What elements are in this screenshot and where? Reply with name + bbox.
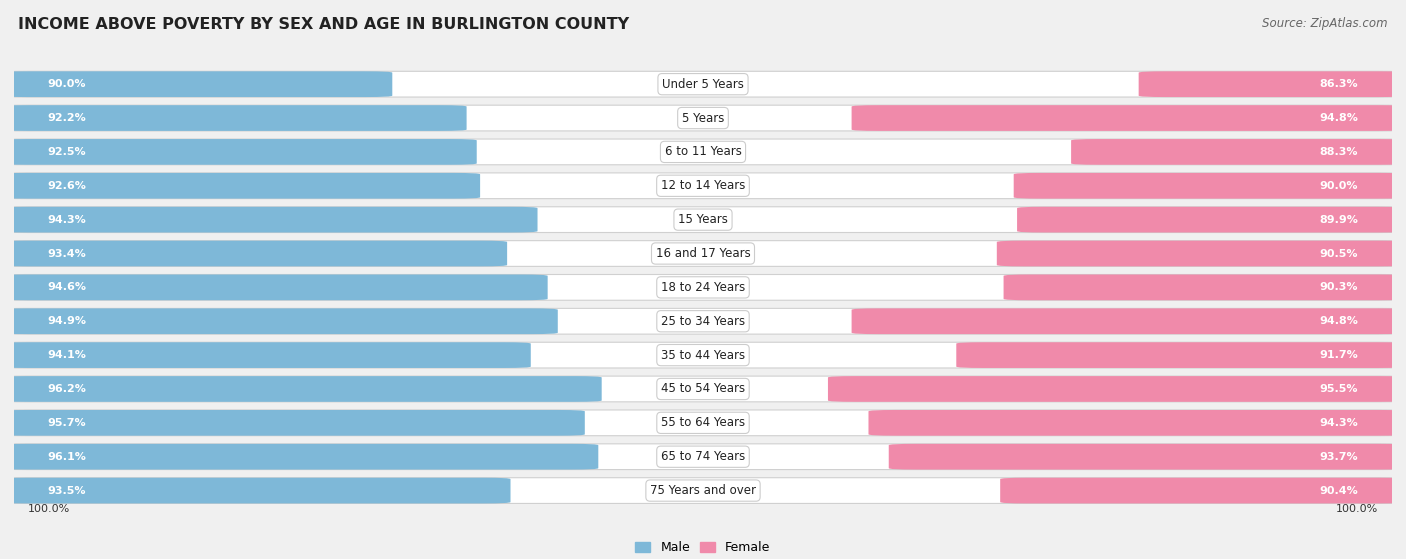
FancyBboxPatch shape <box>997 240 1406 267</box>
FancyBboxPatch shape <box>0 139 477 165</box>
FancyBboxPatch shape <box>869 410 1406 435</box>
FancyBboxPatch shape <box>0 444 1406 470</box>
Text: 92.6%: 92.6% <box>48 181 87 191</box>
FancyBboxPatch shape <box>0 478 1406 504</box>
FancyBboxPatch shape <box>0 342 1406 368</box>
FancyBboxPatch shape <box>0 240 508 267</box>
FancyBboxPatch shape <box>852 105 1406 131</box>
Text: 12 to 14 Years: 12 to 14 Years <box>661 179 745 192</box>
Text: 90.0%: 90.0% <box>48 79 86 89</box>
FancyBboxPatch shape <box>0 105 1406 131</box>
FancyBboxPatch shape <box>0 410 1406 435</box>
FancyBboxPatch shape <box>0 376 602 402</box>
Text: 100.0%: 100.0% <box>28 504 70 514</box>
Text: 90.0%: 90.0% <box>1320 181 1358 191</box>
FancyBboxPatch shape <box>1017 207 1406 233</box>
FancyBboxPatch shape <box>0 274 548 300</box>
Text: 100.0%: 100.0% <box>1336 504 1378 514</box>
Text: 90.4%: 90.4% <box>1319 486 1358 496</box>
FancyBboxPatch shape <box>0 105 467 131</box>
Text: 45 to 54 Years: 45 to 54 Years <box>661 382 745 395</box>
FancyBboxPatch shape <box>0 173 1406 198</box>
FancyBboxPatch shape <box>828 376 1406 402</box>
Text: 94.9%: 94.9% <box>48 316 87 326</box>
Text: 89.9%: 89.9% <box>1319 215 1358 225</box>
FancyBboxPatch shape <box>1014 173 1406 198</box>
FancyBboxPatch shape <box>0 72 1406 97</box>
Text: 18 to 24 Years: 18 to 24 Years <box>661 281 745 294</box>
FancyBboxPatch shape <box>1000 478 1406 504</box>
FancyBboxPatch shape <box>0 309 1406 334</box>
FancyBboxPatch shape <box>1071 139 1406 165</box>
Text: 90.5%: 90.5% <box>1320 249 1358 258</box>
Text: 16 and 17 Years: 16 and 17 Years <box>655 247 751 260</box>
Text: 94.1%: 94.1% <box>48 350 87 360</box>
Text: 93.4%: 93.4% <box>48 249 87 258</box>
FancyBboxPatch shape <box>889 444 1406 470</box>
Text: INCOME ABOVE POVERTY BY SEX AND AGE IN BURLINGTON COUNTY: INCOME ABOVE POVERTY BY SEX AND AGE IN B… <box>18 17 630 32</box>
FancyBboxPatch shape <box>0 376 1406 402</box>
FancyBboxPatch shape <box>0 309 558 334</box>
FancyBboxPatch shape <box>0 274 1406 300</box>
Text: 96.1%: 96.1% <box>48 452 87 462</box>
Text: 5 Years: 5 Years <box>682 112 724 125</box>
Text: 25 to 34 Years: 25 to 34 Years <box>661 315 745 328</box>
Text: 55 to 64 Years: 55 to 64 Years <box>661 416 745 429</box>
Text: 95.5%: 95.5% <box>1320 384 1358 394</box>
Text: 92.2%: 92.2% <box>48 113 87 123</box>
Text: 86.3%: 86.3% <box>1320 79 1358 89</box>
FancyBboxPatch shape <box>0 139 1406 165</box>
Text: 92.5%: 92.5% <box>48 147 86 157</box>
FancyBboxPatch shape <box>0 478 510 504</box>
Text: 94.3%: 94.3% <box>48 215 87 225</box>
Text: 94.6%: 94.6% <box>48 282 87 292</box>
Text: Under 5 Years: Under 5 Years <box>662 78 744 91</box>
Legend: Male, Female: Male, Female <box>630 536 776 559</box>
Text: Source: ZipAtlas.com: Source: ZipAtlas.com <box>1263 17 1388 30</box>
FancyBboxPatch shape <box>0 342 530 368</box>
FancyBboxPatch shape <box>0 207 537 233</box>
Text: 88.3%: 88.3% <box>1320 147 1358 157</box>
FancyBboxPatch shape <box>0 72 392 97</box>
Text: 35 to 44 Years: 35 to 44 Years <box>661 349 745 362</box>
Text: 94.8%: 94.8% <box>1319 113 1358 123</box>
FancyBboxPatch shape <box>0 173 479 198</box>
Text: 90.3%: 90.3% <box>1320 282 1358 292</box>
Text: 65 to 74 Years: 65 to 74 Years <box>661 450 745 463</box>
FancyBboxPatch shape <box>0 207 1406 233</box>
Text: 96.2%: 96.2% <box>48 384 87 394</box>
Text: 94.3%: 94.3% <box>1319 418 1358 428</box>
Text: 93.5%: 93.5% <box>48 486 86 496</box>
FancyBboxPatch shape <box>0 444 599 470</box>
Text: 93.7%: 93.7% <box>1320 452 1358 462</box>
FancyBboxPatch shape <box>852 309 1406 334</box>
Text: 94.8%: 94.8% <box>1319 316 1358 326</box>
Text: 15 Years: 15 Years <box>678 213 728 226</box>
FancyBboxPatch shape <box>1004 274 1406 300</box>
Text: 91.7%: 91.7% <box>1319 350 1358 360</box>
FancyBboxPatch shape <box>0 410 585 435</box>
FancyBboxPatch shape <box>1139 72 1406 97</box>
Text: 6 to 11 Years: 6 to 11 Years <box>665 145 741 158</box>
FancyBboxPatch shape <box>956 342 1406 368</box>
FancyBboxPatch shape <box>0 240 1406 267</box>
Text: 75 Years and over: 75 Years and over <box>650 484 756 497</box>
Text: 95.7%: 95.7% <box>48 418 86 428</box>
